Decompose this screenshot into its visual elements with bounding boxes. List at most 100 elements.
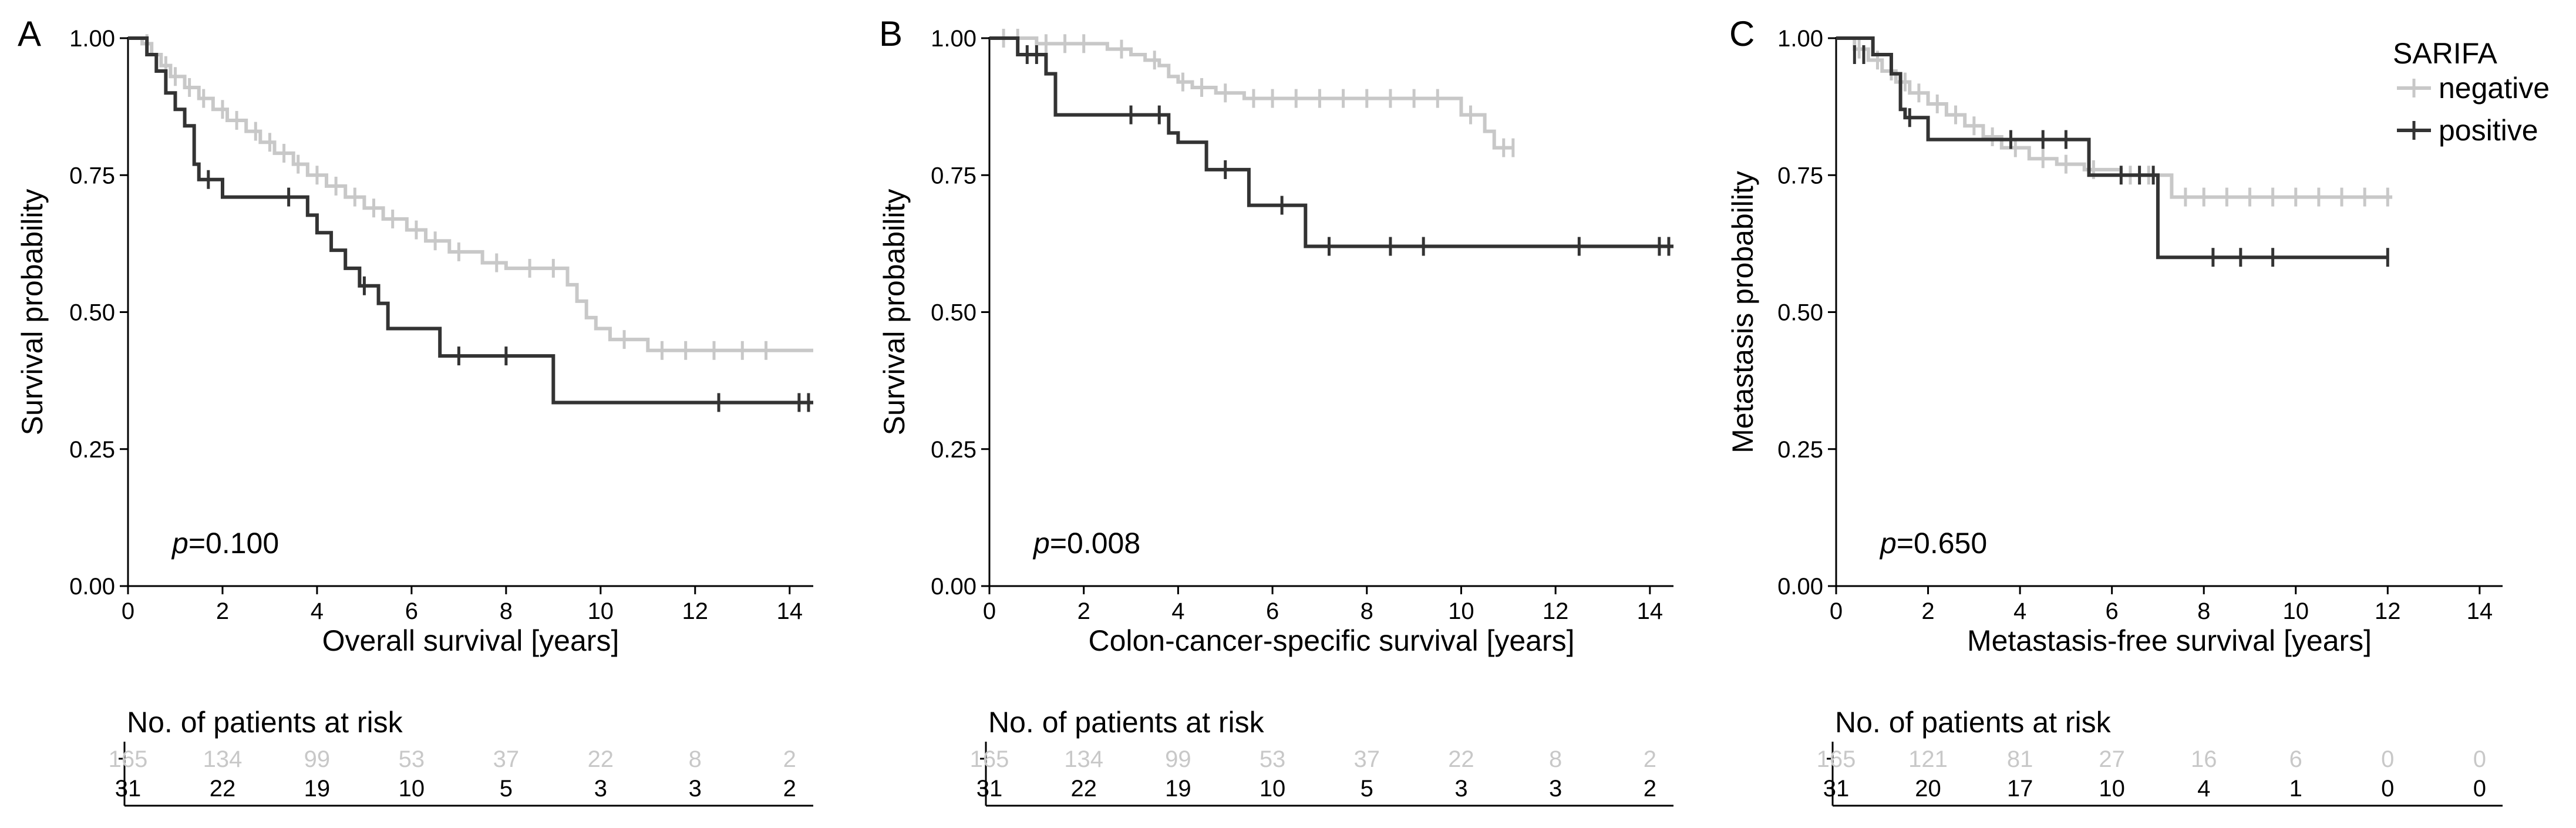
risk-count-positive: 31 xyxy=(1823,776,1850,802)
p-value-prefix: p xyxy=(171,527,188,560)
panel-label: B xyxy=(879,14,903,53)
panel-a: A 0.00 0.25 0.50 0.75 1.00 0 2 4 6 8 10 12 14 Overall … xyxy=(16,14,813,807)
y-tick-label: 0.00 xyxy=(1777,574,1823,600)
risk-count-negative: 2 xyxy=(1644,746,1656,772)
x-tick-label: 8 xyxy=(2197,598,2210,624)
km-curve-positive xyxy=(1836,36,2388,260)
panel-label: C xyxy=(1729,14,1755,53)
km-curve-negative xyxy=(989,36,1513,150)
legend-item-negative: negative xyxy=(2397,72,2550,105)
y-tick-label: 1.00 xyxy=(69,26,115,52)
legend-label: positive xyxy=(2439,114,2538,147)
x-tick-label: 14 xyxy=(2467,598,2493,624)
risk-count-negative: 165 xyxy=(109,746,148,772)
risk-count-positive: 22 xyxy=(1070,776,1097,802)
y-tick-label: 0.50 xyxy=(931,300,976,326)
x-axis-label: Colon-cancer-specific survival [years] xyxy=(1088,624,1574,657)
risk-count-positive: 20 xyxy=(1915,776,1941,802)
risk-count-negative: 0 xyxy=(2473,746,2486,772)
risk-count-negative: 0 xyxy=(2381,746,2394,772)
risk-count-positive: 4 xyxy=(2197,776,2210,802)
risk-count-positive: 19 xyxy=(1165,776,1191,802)
p-value-prefix: p xyxy=(1879,527,1897,560)
x-tick-label: 12 xyxy=(682,598,709,624)
y-axis-label: Metastasis probability xyxy=(1726,171,1759,453)
x-axis-label: Overall survival [years] xyxy=(322,624,619,657)
risk-count-negative: 53 xyxy=(1260,746,1286,772)
series-negative xyxy=(989,29,1515,157)
risk-count-positive: 19 xyxy=(304,776,331,802)
p-value-prefix: p xyxy=(1032,527,1050,560)
p-value-label: p=0.100 xyxy=(171,527,279,560)
x-tick-label: 2 xyxy=(1077,598,1090,624)
risk-count-positive: 2 xyxy=(783,776,796,802)
risk-count-positive: 0 xyxy=(2381,776,2394,802)
risk-count-positive: 0 xyxy=(2473,776,2486,802)
y-tick-label: 0.75 xyxy=(931,163,976,189)
x-axis-label: Metastasis-free survival [years] xyxy=(1967,624,2372,657)
risk-count-negative: 37 xyxy=(1354,746,1380,772)
risk-count-positive: 17 xyxy=(2007,776,2033,802)
legend-label: negative xyxy=(2439,72,2550,105)
p-value-number: =0.650 xyxy=(1897,527,1987,560)
x-tick-label: 2 xyxy=(216,598,229,624)
x-tick-label: 14 xyxy=(777,598,803,624)
risk-count-negative: 8 xyxy=(689,746,702,772)
risk-count-positive: 1 xyxy=(2289,776,2302,802)
risk-count-negative: 8 xyxy=(1549,746,1562,772)
y-tick-label: 0.75 xyxy=(1777,163,1823,189)
risk-count-positive: 5 xyxy=(1361,776,1373,802)
risk-count-positive: 31 xyxy=(976,776,1003,802)
risk-count-negative: 134 xyxy=(203,746,243,772)
risk-count-positive: 3 xyxy=(594,776,607,802)
y-tick-label: 0.25 xyxy=(931,437,976,463)
risk-count-positive: 5 xyxy=(500,776,513,802)
y-tick-label: 1.00 xyxy=(931,26,976,52)
risk-count-positive: 22 xyxy=(210,776,236,802)
risk-count-negative: 99 xyxy=(304,746,331,772)
risk-count-positive: 3 xyxy=(1549,776,1562,802)
x-tick-label: 8 xyxy=(1361,598,1373,624)
risk-table-title: No. of patients at risk xyxy=(127,706,403,739)
x-tick-label: 4 xyxy=(1171,598,1184,624)
y-axis-label: Survival probability xyxy=(878,189,911,436)
risk-table-title: No. of patients at risk xyxy=(1835,706,2112,739)
km-curve-negative xyxy=(128,36,813,352)
x-tick-label: 6 xyxy=(1266,598,1279,624)
panel-label: A xyxy=(18,14,41,53)
risk-count-negative: 134 xyxy=(1064,746,1103,772)
y-tick-label: 0.25 xyxy=(1777,437,1823,463)
y-axis-label: Survival probability xyxy=(16,189,49,436)
p-value-number: =0.008 xyxy=(1050,527,1140,560)
x-tick-label: 6 xyxy=(2106,598,2119,624)
x-tick-label: 12 xyxy=(2375,598,2401,624)
x-tick-label: 2 xyxy=(1921,598,1934,624)
x-tick-label: 10 xyxy=(2283,598,2309,624)
risk-count-negative: 16 xyxy=(2191,746,2217,772)
risk-table-title: No. of patients at risk xyxy=(988,706,1265,739)
y-tick-label: 0.00 xyxy=(931,574,976,600)
x-tick-label: 8 xyxy=(500,598,513,624)
risk-count-positive: 3 xyxy=(1454,776,1467,802)
risk-count-negative: 6 xyxy=(2289,746,2302,772)
risk-count-negative: 22 xyxy=(1448,746,1474,772)
x-tick-label: 4 xyxy=(311,598,324,624)
risk-count-negative: 165 xyxy=(970,746,1009,772)
series-negative xyxy=(1836,36,2393,207)
risk-count-positive: 10 xyxy=(2099,776,2125,802)
risk-count-negative: 27 xyxy=(2099,746,2125,772)
x-tick-label: 14 xyxy=(1637,598,1664,624)
legend-item-positive: positive xyxy=(2397,114,2538,147)
risk-count-positive: 10 xyxy=(1260,776,1286,802)
series-negative xyxy=(128,34,813,360)
y-tick-label: 0.25 xyxy=(69,437,115,463)
risk-table: No. of patients at risk16531134229919531… xyxy=(970,706,1673,807)
risk-count-positive: 31 xyxy=(115,776,142,802)
risk-table: No. of patients at risk 165 31 121 20 81 17 27 1… xyxy=(1817,706,2503,807)
y-tick-label: 0.75 xyxy=(69,163,115,189)
y-tick-label: 0.00 xyxy=(69,574,115,600)
x-tick-label: 0 xyxy=(1830,598,1843,624)
series-positive xyxy=(989,36,1673,256)
